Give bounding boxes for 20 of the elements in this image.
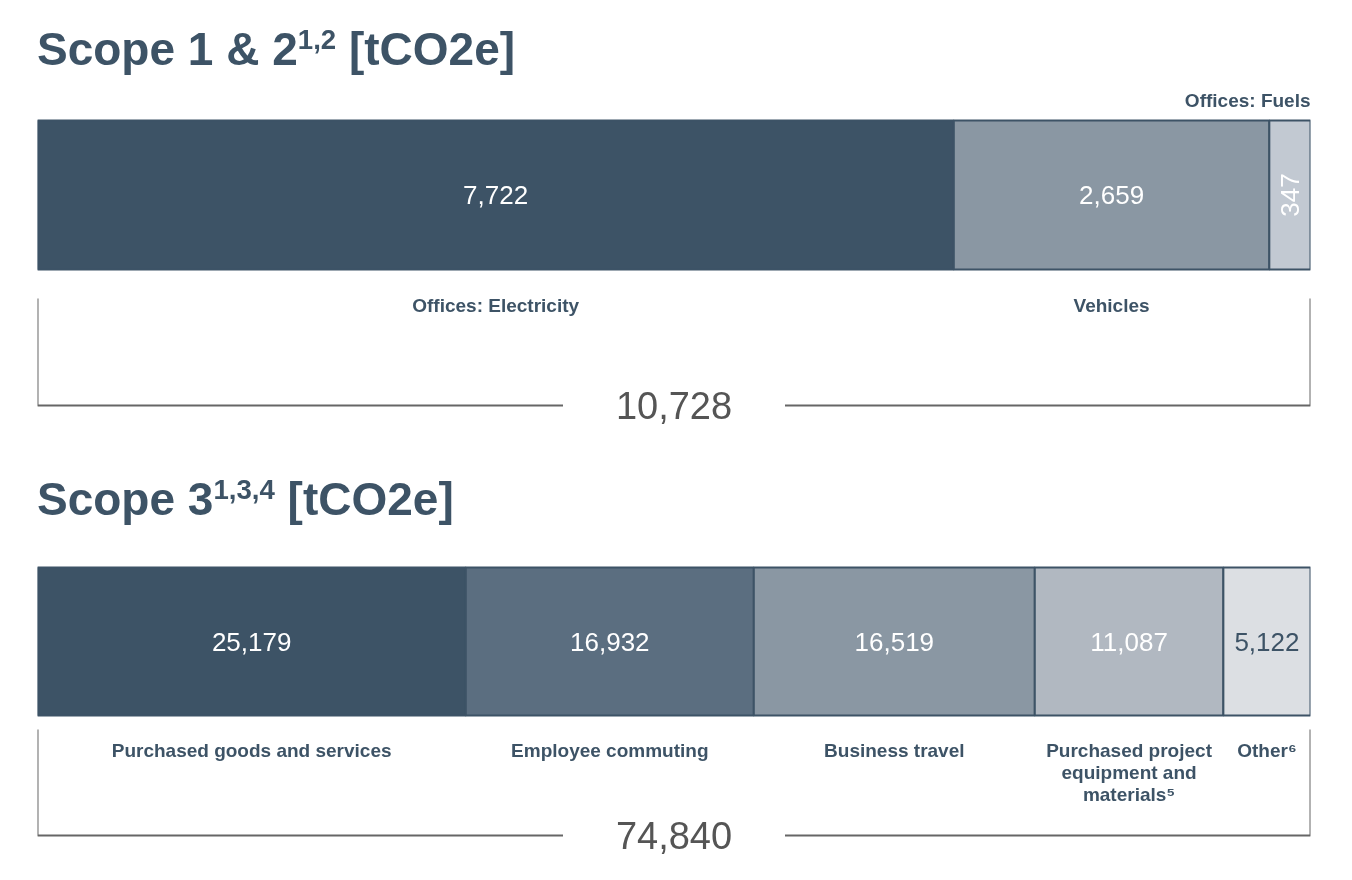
total-label: 74,840 [615,815,733,857]
data-label: 16,519 [854,626,935,657]
data-label: 347 [1274,173,1305,217]
series-label: Other⁶ [1237,739,1297,761]
data-label: 5,122 [1234,626,1300,657]
series-label: Offices: Fuels [1184,90,1311,111]
series-label: Employee commuting [511,739,709,761]
chart-title: Scope 1 & 2$^{1,2}$ [tCO2e] [37,22,516,78]
series-label: Vehicles [1073,294,1150,316]
chart-title: Scope 3$^{1,3,4}$ [tCO2e] [37,472,454,528]
series-label: Purchased project equipment and materials⁵ [1046,739,1213,805]
data-label: 11,087 [1090,626,1168,657]
series-label: Offices: Electricity [412,294,580,316]
total-label: 10,728 [615,385,733,427]
series-label: Purchased goods and services [111,739,392,761]
data-label: 25,179 [211,626,292,657]
series-label: Business travel [824,739,965,761]
data-label: 16,932 [570,626,650,657]
data-label: 7,722 [463,180,529,210]
data-label: 2,659 [1079,180,1145,210]
